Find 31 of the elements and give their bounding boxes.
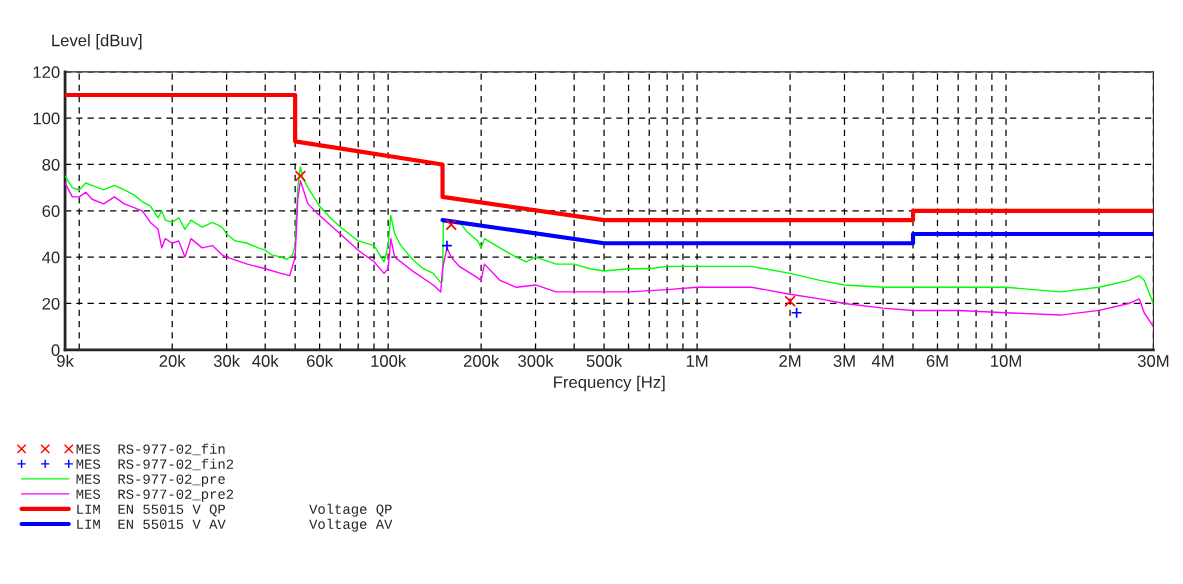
x-tick-label: 1M	[686, 355, 708, 367]
x-tick-label: 6M	[926, 355, 948, 367]
y-tick-label: 100	[33, 112, 60, 125]
legend-label: MES RS-977-02_fin2	[76, 458, 234, 471]
legend-label: MES RS-977-02_fin	[76, 443, 225, 456]
legend-label: LIM EN 55015 V QP Voltage QP	[77, 503, 392, 517]
x-tick-label: 4M	[871, 355, 894, 367]
legend-label: MES RS-977-02_pre2	[76, 489, 234, 502]
x-tick-label: 20k	[159, 354, 186, 367]
y-tick-label: 20	[42, 297, 60, 310]
x-tick-label: 9k	[57, 354, 74, 367]
x-tick-label: 300k	[518, 354, 554, 367]
x-tick-label: 100k	[371, 354, 407, 367]
x-tick-label: 10M	[991, 355, 1021, 367]
y-tick-label: 120	[33, 66, 60, 79]
y-tick-label: 0	[51, 344, 60, 357]
y-tick-label: 80	[42, 158, 60, 171]
x-tick-label: 40k	[252, 354, 279, 367]
x-tick-label: 2M	[779, 355, 801, 367]
legend-label: MES RS-977-02_pre	[76, 474, 225, 487]
x-tick-label: 200k	[463, 354, 500, 367]
x-tick-label: 500k	[586, 354, 623, 367]
x-tick-label: 30k	[213, 354, 241, 367]
y-axis-title: Level [dBuv]	[52, 34, 142, 50]
x-tick-label: 60k	[307, 354, 334, 367]
x-tick-label: 30M	[1137, 355, 1169, 367]
y-tick-label: 60	[42, 205, 60, 218]
legend-label: LIM EN 55015 V AV Voltage AV	[77, 518, 393, 532]
x-tick-label: 3M	[833, 355, 855, 367]
x-axis-title: Frequency [Hz]	[554, 375, 665, 392]
y-tick-label: 40	[42, 251, 60, 264]
